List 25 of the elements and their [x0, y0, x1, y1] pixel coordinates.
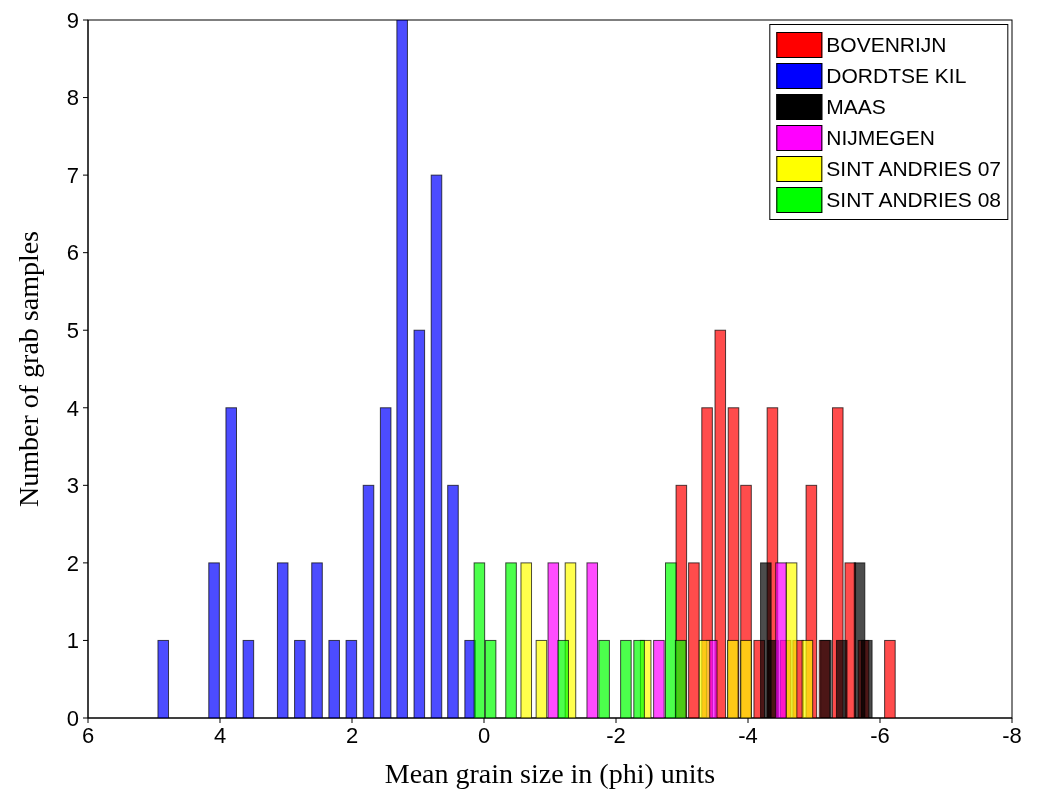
y-tick-label: 4	[66, 395, 79, 421]
x-tick-label: -6	[870, 722, 890, 748]
y-axis-title: Number of grab samples	[13, 230, 44, 508]
y-tick-label: 8	[66, 85, 79, 111]
x-tick-label: 0	[477, 722, 491, 748]
legend-label: DORDTSE KIL	[826, 63, 967, 89]
x-tick-label: -8	[1002, 722, 1022, 748]
y-tick-label: 3	[66, 473, 79, 499]
y-tick-label: 6	[66, 240, 79, 266]
y-tick-label: 9	[66, 7, 79, 33]
legend-label: BOVENRIJN	[826, 32, 947, 58]
legend-label: SINT ANDRIES 08	[826, 187, 1001, 213]
y-tick-label: 2	[66, 550, 79, 576]
y-tick-label: 5	[66, 318, 79, 344]
legend-label: NIJMEGEN	[826, 125, 935, 151]
x-tick-label: -2	[606, 722, 626, 748]
legend-label: MAAS	[826, 94, 886, 120]
x-tick-label: -4	[738, 722, 758, 748]
y-tick-label: 1	[66, 628, 79, 654]
legend-label: SINT ANDRIES 07	[826, 156, 1001, 182]
y-tick-label: 0	[66, 705, 79, 731]
y-tick-label: 7	[66, 162, 79, 188]
x-tick-label: 2	[345, 722, 359, 748]
x-tick-label: 4	[213, 722, 227, 748]
x-axis-title: Mean grain size in (phi) units	[384, 758, 716, 789]
